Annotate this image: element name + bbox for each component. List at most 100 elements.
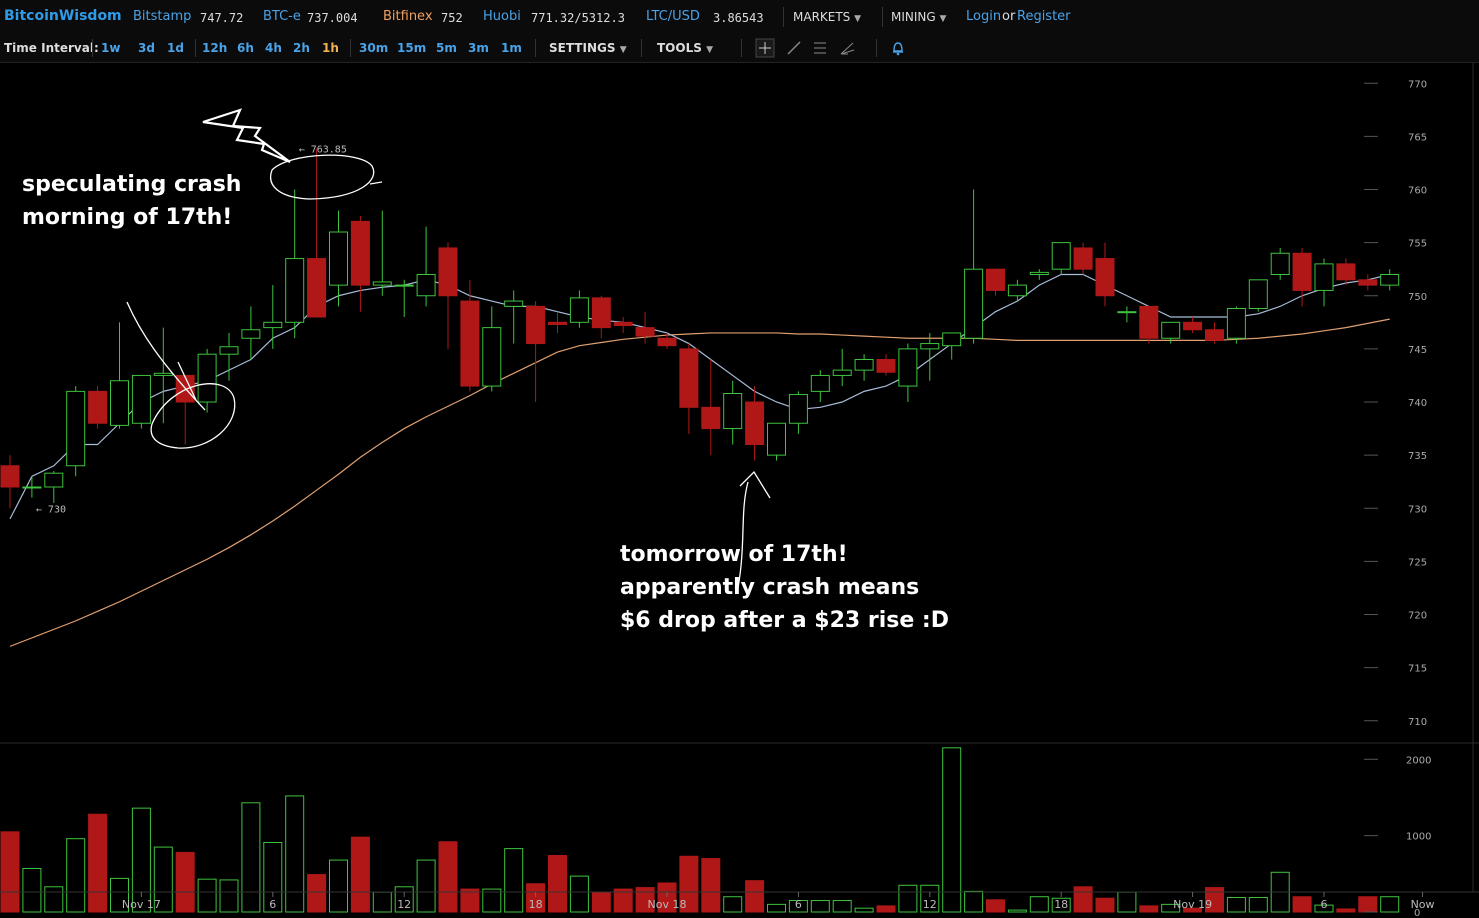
interval-30m[interactable]: 30m xyxy=(359,41,389,55)
volume-bar xyxy=(438,841,458,913)
markets-menu[interactable]: MARKETS ▼ xyxy=(793,9,861,27)
register-link[interactable]: Register xyxy=(1017,9,1071,24)
interval-15m[interactable]: 15m xyxy=(397,41,427,55)
volume-bar xyxy=(810,900,830,913)
volume-bar xyxy=(504,848,524,913)
candle-body xyxy=(548,321,567,325)
interval-12h[interactable]: 12h xyxy=(202,41,228,55)
draw-icon[interactable] xyxy=(838,38,858,58)
time-interval-label: Time Interval: xyxy=(4,41,99,55)
volume-bar xyxy=(372,891,392,913)
market-bitfinex[interactable]: Bitfinex xyxy=(383,9,433,24)
volume-bar xyxy=(1205,887,1224,913)
candle-body xyxy=(613,321,633,326)
candle-up xyxy=(197,348,217,413)
tools-menu[interactable]: TOOLS ▼ xyxy=(657,40,713,58)
volume-bar xyxy=(657,882,677,913)
candle-body xyxy=(22,486,42,489)
divider xyxy=(783,7,784,27)
volume-bar xyxy=(854,907,874,913)
y-tick-label: 740 xyxy=(1408,398,1427,409)
volume-bar xyxy=(1051,897,1071,913)
price-labels: ← 763.85 ← 730 xyxy=(36,145,347,516)
candle-up xyxy=(66,386,86,477)
volume-bar xyxy=(1336,908,1356,913)
volume-bar xyxy=(329,859,348,913)
volume-bar xyxy=(1358,896,1378,913)
market-huobi[interactable]: Huobi xyxy=(483,9,521,24)
candle-up xyxy=(1161,321,1181,344)
interval-5m[interactable]: 5m xyxy=(436,41,457,55)
candle-body xyxy=(460,300,480,387)
volume-bar xyxy=(416,859,436,913)
candle-body xyxy=(1205,329,1224,341)
candle-up xyxy=(942,332,962,360)
interval-4h[interactable]: 4h xyxy=(265,41,282,55)
market-bitstamp[interactable]: Bitstamp xyxy=(133,9,192,24)
candle-up xyxy=(788,391,808,434)
volume-bar xyxy=(153,846,173,913)
volume-bar xyxy=(832,900,852,913)
brand-logo[interactable]: BitcoinWisdom xyxy=(4,8,122,24)
interval-6h[interactable]: 6h xyxy=(237,41,254,55)
candle-down xyxy=(526,301,546,402)
y-tick-label: 730 xyxy=(1408,504,1427,515)
volume-bar xyxy=(22,867,42,913)
ma-short-path xyxy=(9,273,1390,520)
crosshair-icon[interactable] xyxy=(755,38,775,58)
candle-down xyxy=(986,268,1005,296)
annotation-bottom-line: apparently crash means xyxy=(620,575,920,600)
interval-1d[interactable]: 1d xyxy=(167,41,184,55)
y-tick-label: 735 xyxy=(1408,451,1427,462)
settings-menu[interactable]: SETTINGS ▼ xyxy=(549,40,627,58)
candle-up xyxy=(1117,306,1137,323)
candle-up xyxy=(569,290,589,328)
candle-body xyxy=(810,374,830,392)
candle-down xyxy=(1205,322,1224,344)
candle-down xyxy=(745,386,765,461)
interval-1h-active[interactable]: 1h xyxy=(322,41,339,55)
volume-bar xyxy=(876,905,896,913)
candle-body xyxy=(723,393,743,430)
candle-body xyxy=(263,321,283,329)
candle-body xyxy=(1073,247,1093,270)
volume-bar xyxy=(241,802,261,913)
interval-1w[interactable]: 1w xyxy=(101,41,121,55)
candle-body xyxy=(701,406,721,430)
volume-bar xyxy=(307,874,327,913)
lightning-bolt-icon xyxy=(202,108,291,164)
candle-down xyxy=(548,311,567,333)
candle-down xyxy=(679,343,699,434)
volume-bar xyxy=(613,888,633,913)
interval-3d[interactable]: 3d xyxy=(138,41,155,55)
interval-3m[interactable]: 3m xyxy=(468,41,489,55)
market-ltcusd[interactable]: LTC/USD xyxy=(646,9,700,24)
chart-area[interactable]: 770 765 760 755 750 745 740 735 730 725 720 715 710 2… xyxy=(0,62,1479,918)
y-tick-label: 770 xyxy=(1408,79,1427,90)
x-tick-label: Nov 19 xyxy=(1173,898,1212,911)
candle-up xyxy=(964,189,984,344)
bell-icon[interactable] xyxy=(889,38,907,58)
candle-body xyxy=(1095,258,1115,297)
candle-body xyxy=(131,374,151,424)
interval-2h[interactable]: 2h xyxy=(293,41,310,55)
annotation-bottom-line: tomorrow of 17th! xyxy=(620,542,848,567)
interval-1m[interactable]: 1m xyxy=(501,41,522,55)
candle-up xyxy=(285,189,305,339)
candle-up xyxy=(1226,306,1246,344)
candle-body xyxy=(679,348,699,408)
volume-bar xyxy=(44,886,64,913)
hand-drawn-annotations xyxy=(126,108,771,589)
mining-menu[interactable]: MINING ▼ xyxy=(891,9,946,27)
market-btce[interactable]: BTC-e xyxy=(263,9,301,24)
candle-body xyxy=(745,401,765,445)
candle-body xyxy=(0,465,20,488)
line-icon[interactable] xyxy=(785,38,803,58)
horizontal-lines-icon[interactable] xyxy=(811,38,829,58)
chevron-down-icon: ▼ xyxy=(619,45,627,55)
vol-y-tick-label: 2000 xyxy=(1406,755,1431,766)
x-tick-label: 6 xyxy=(269,898,276,911)
login-link[interactable]: Login xyxy=(966,9,1002,24)
volume-bar xyxy=(350,836,370,913)
candle-body xyxy=(394,284,414,287)
